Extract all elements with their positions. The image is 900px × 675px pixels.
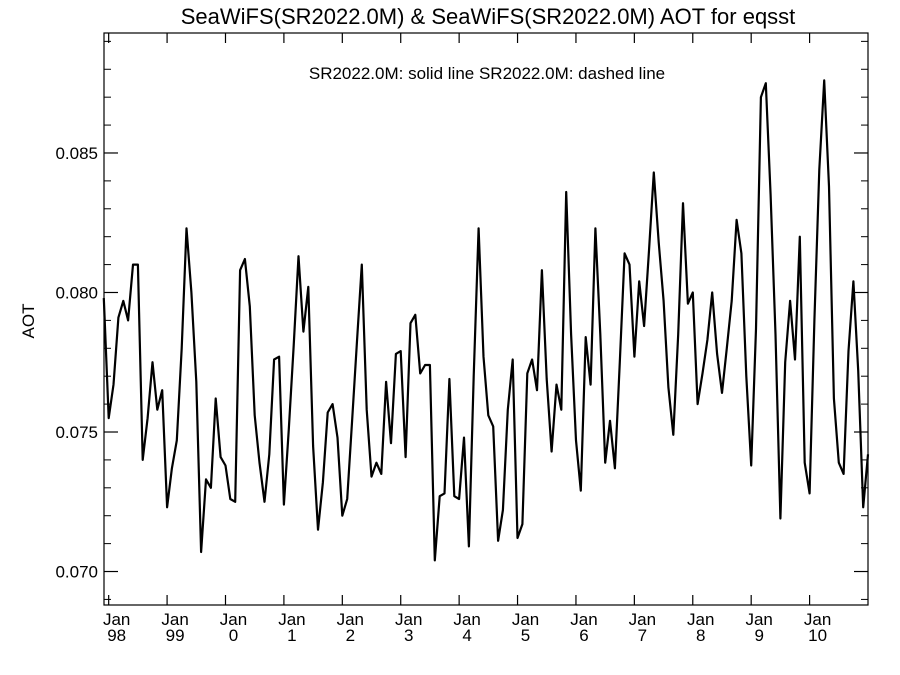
x-tick-label-year: 3 [404,626,413,645]
x-tick-label-year: 6 [579,626,588,645]
x-tick-label-month: Jan [745,610,772,629]
x-tick-label-month: Jan [687,610,714,629]
y-axis-label: AOT [19,304,38,339]
x-tick-label-year: 1 [287,626,296,645]
x-tick-label-month: Jan [570,610,597,629]
legend-text: SR2022.0M: solid line SR2022.0M: dashed … [309,64,665,83]
y-tick-label: 0.085 [55,144,98,163]
x-tick-label-year: 10 [808,626,827,645]
x-tick-label-month: Jan [453,610,480,629]
x-tick-label-month: Jan [103,610,130,629]
x-tick-label-month: Jan [337,610,364,629]
x-tick-label-month: Jan [161,610,188,629]
y-tick-label: 0.075 [55,423,98,442]
x-tick-label-month: Jan [629,610,656,629]
x-tick-label-month: Jan [512,610,539,629]
x-tick-label-year: 9 [754,626,763,645]
x-tick-label-year: 98 [107,626,126,645]
x-tick-label-year: 2 [346,626,355,645]
x-tick-label-year: 5 [521,626,530,645]
x-tick-label-year: 99 [166,626,185,645]
x-tick-label-month: Jan [278,610,305,629]
chart-title: SeaWiFS(SR2022.0M) & SeaWiFS(SR2022.0M) … [181,4,796,29]
series-line-solid [102,79,870,562]
series-group [102,79,870,562]
x-tick-label-year: 8 [696,626,705,645]
plot-frame [103,32,869,606]
axis-ticks [104,33,868,605]
x-tick-label-month: Jan [395,610,422,629]
tick-labels: 0.0700.0750.0800.085Jan98Jan99Jan0Jan1Ja… [55,144,831,645]
x-tick-label-year: 7 [638,626,647,645]
x-tick-label-month: Jan [220,610,247,629]
y-tick-label: 0.070 [55,563,98,582]
x-tick-label-year: 4 [462,626,471,645]
x-tick-label-month: Jan [804,610,831,629]
x-tick-label-year: 0 [229,626,238,645]
y-tick-label: 0.080 [55,283,98,302]
